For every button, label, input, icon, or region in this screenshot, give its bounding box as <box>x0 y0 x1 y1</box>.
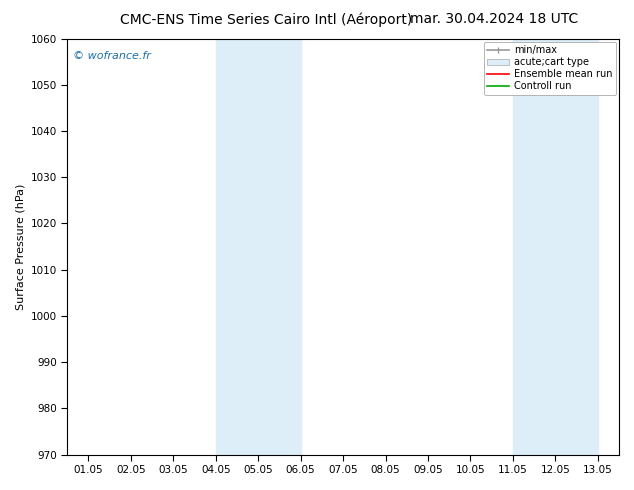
Text: CMC-ENS Time Series Cairo Intl (Aéroport): CMC-ENS Time Series Cairo Intl (Aéroport… <box>120 12 412 27</box>
Text: mar. 30.04.2024 18 UTC: mar. 30.04.2024 18 UTC <box>410 12 579 26</box>
Legend: min/max, acute;cart type, Ensemble mean run, Controll run: min/max, acute;cart type, Ensemble mean … <box>484 42 616 95</box>
Bar <box>513 39 598 455</box>
Text: © wofrance.fr: © wofrance.fr <box>73 51 151 61</box>
Bar <box>216 39 301 455</box>
Y-axis label: Surface Pressure (hPa): Surface Pressure (hPa) <box>15 183 25 310</box>
